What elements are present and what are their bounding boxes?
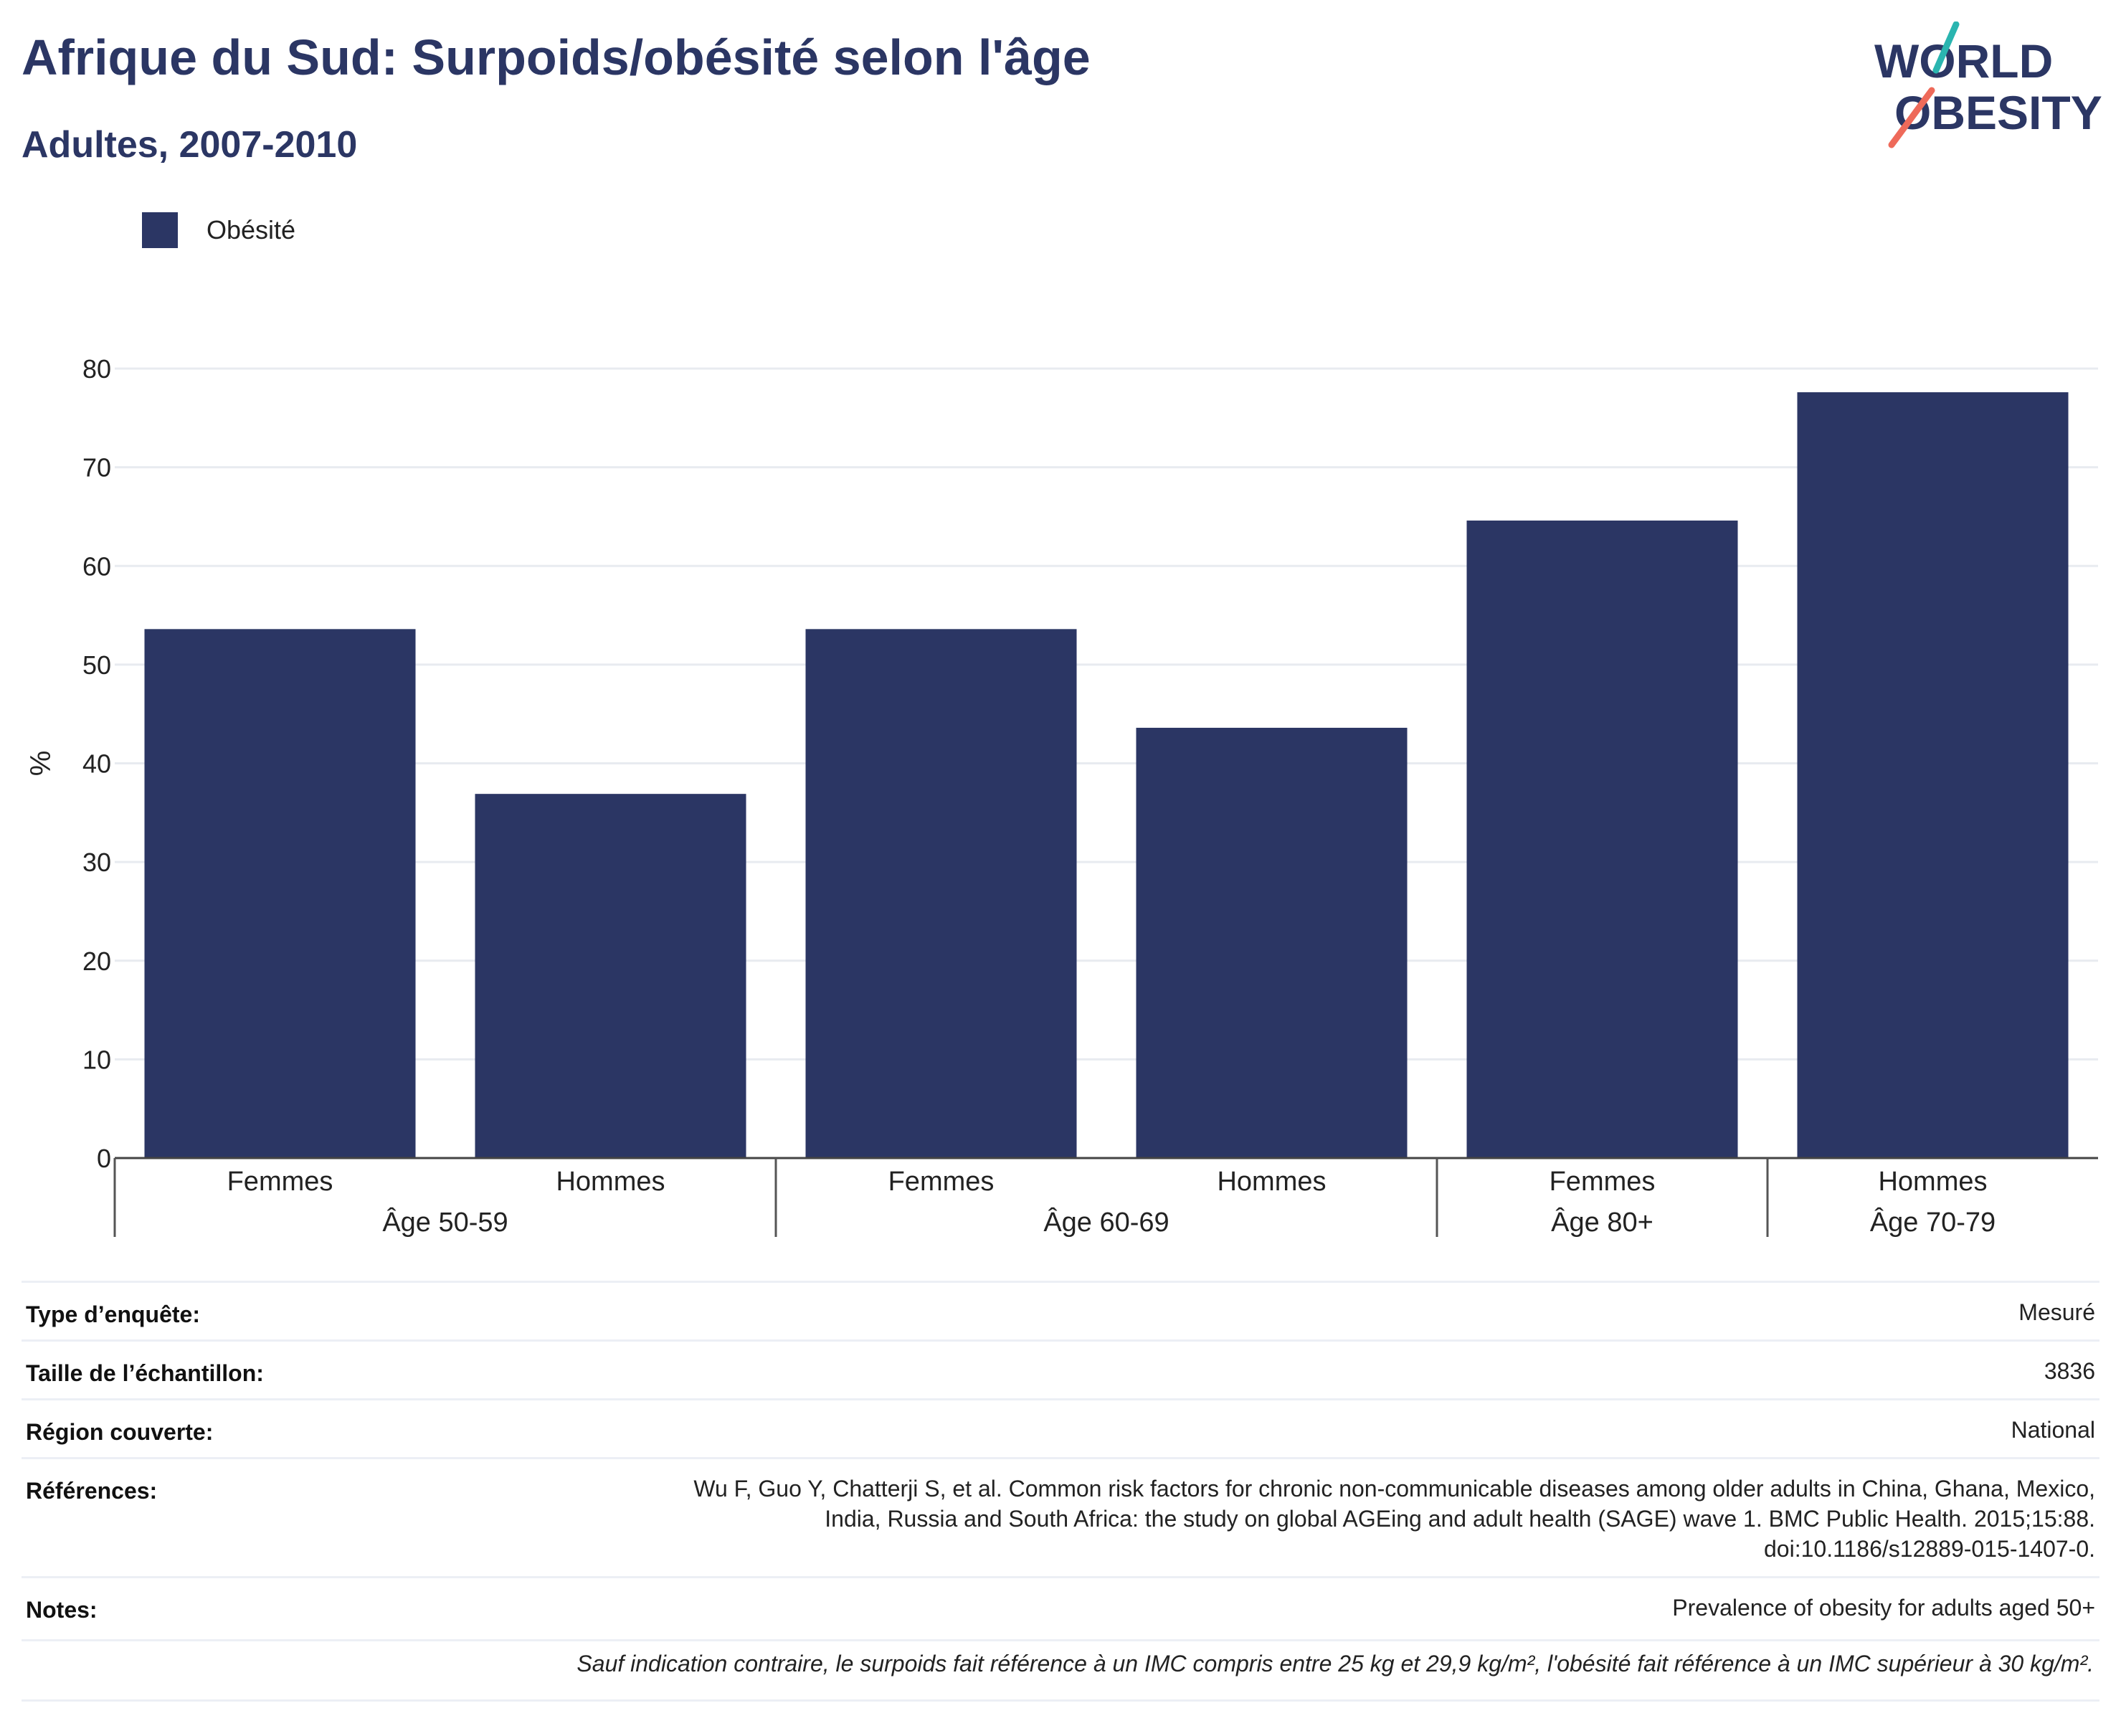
info-row: Taille de l’échantillon: 3836 <box>22 1340 2099 1400</box>
info-key: Références: <box>26 1478 158 1504</box>
y-tick-label: 70 <box>82 453 111 483</box>
y-tick-label: 40 <box>82 749 111 779</box>
x-category-label: Hommes <box>1217 1167 1326 1197</box>
y-tick-label: 20 <box>82 947 111 976</box>
info-key: Région couverte: <box>26 1419 214 1445</box>
info-value: 3836 <box>532 1341 2099 1400</box>
x-category-label: Femmes <box>227 1167 333 1197</box>
logo-coral-stroke <box>1888 87 1935 148</box>
info-value-line: Mesuré <box>2018 1299 2095 1325</box>
info-value-line: 3836 <box>2044 1358 2095 1384</box>
bar <box>1136 727 1408 1158</box>
info-row: Notes: Prevalence of obesity for adults a… <box>22 1577 2099 1636</box>
x-category-label: Hommes <box>1878 1167 1987 1197</box>
info-value-line: National <box>2011 1417 2095 1443</box>
x-category-label: Femmes <box>1550 1167 1656 1197</box>
y-tick-label: 50 <box>82 650 111 680</box>
bar <box>805 629 1077 1158</box>
y-tick-label: 30 <box>82 848 111 877</box>
survey-info-table: Type d’enquête: Mesuré Taille de l’échanti… <box>22 1281 2099 1636</box>
x-category-label: Femmes <box>888 1167 995 1197</box>
info-value-line: doi:10.1186/s12889-015-1407-0. <box>1764 1536 2095 1562</box>
y-tick-label: 80 <box>82 354 111 384</box>
x-group-label: Âge 50-59 <box>382 1207 508 1238</box>
bar <box>144 629 416 1158</box>
chart-subtitle: Adultes, 2007-2010 <box>22 124 358 166</box>
chart-title: Afrique du Sud: Surpoids/obésité selon l… <box>22 29 1091 85</box>
info-key: Taille de l’échantillon: <box>26 1360 264 1386</box>
y-axis-label: % <box>25 751 57 777</box>
footnote: Sauf indication contraire, le surpoids f… <box>576 1651 2094 1676</box>
footnote-divider-bottom <box>22 1699 2099 1702</box>
legend-swatch <box>142 212 178 248</box>
info-key: Notes: <box>26 1597 98 1623</box>
bar <box>1797 392 2069 1158</box>
y-tick-label: 0 <box>97 1144 111 1173</box>
legend-label: Obésité <box>207 215 296 245</box>
info-row: Références: Wu F, Guo Y, Chatterji S, et … <box>22 1458 2099 1578</box>
info-value-line: Wu F, Guo Y, Chatterji S, et al. Common … <box>693 1476 2095 1502</box>
x-group-label: Âge 70-79 <box>1870 1207 1996 1238</box>
info-row: Type d’enquête: Mesuré <box>22 1281 2099 1341</box>
x-category-label: Hommes <box>556 1167 665 1197</box>
info-value-line: India, Russia and South Africa: the stud… <box>825 1506 2095 1532</box>
bar <box>475 794 746 1158</box>
info-value-line: Prevalence of obesity for adults aged 50… <box>1672 1595 2095 1621</box>
info-value: National <box>532 1400 2099 1458</box>
info-key: Type d’enquête: <box>26 1301 200 1327</box>
logo-teal-stroke <box>1932 22 1960 74</box>
info-value: Mesuré <box>532 1282 2099 1341</box>
legend[interactable]: Obésité <box>142 212 295 248</box>
info-value: Wu F, Guo Y, Chatterji S, et al. Common … <box>532 1458 2099 1578</box>
x-group-label: Âge 60-69 <box>1043 1207 1169 1238</box>
bar <box>1466 520 1738 1158</box>
info-row: Région couverte: National <box>22 1399 2099 1458</box>
bar-chart: 0 10 20 30 40 50 60 70 80% Femmes Hommes Femmes Homm… <box>25 354 2098 1238</box>
logo-text-world: WORLD <box>1874 34 2053 87</box>
x-group-label: Âge 80+ <box>1551 1207 1653 1238</box>
footnote-divider-top <box>22 1639 2099 1641</box>
y-tick-label: 10 <box>82 1045 111 1074</box>
y-tick-label: 60 <box>82 551 111 581</box>
info-value: Prevalence of obesity for adults aged 50… <box>532 1578 2099 1636</box>
world-obesity-logo: WORLD OBESITY <box>1874 22 2102 148</box>
